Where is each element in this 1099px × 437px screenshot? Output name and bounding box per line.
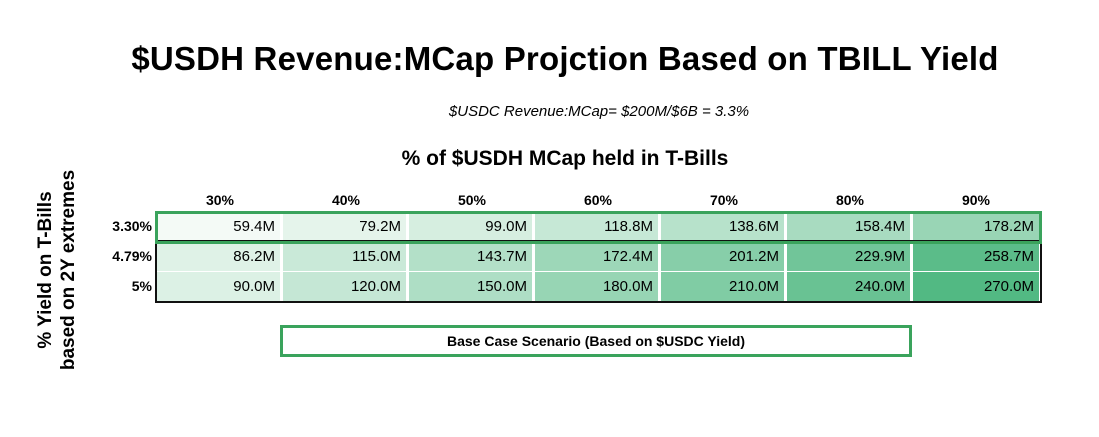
column-header: 80%	[835, 192, 865, 208]
row-label: 4.79%	[112, 248, 152, 264]
heatmap-cell: 59.4M	[157, 212, 283, 241]
chart-title: $USDH Revenue:MCap Projction Based on TB…	[131, 40, 999, 77]
heatmap-cell: 86.2M	[157, 242, 283, 271]
y-axis-title-line-2: based on 2Y extremes	[58, 169, 79, 371]
heatmap-cell: 118.8M	[535, 212, 661, 241]
base-case-legend: Base Case Scenario (Based on $USDC Yield…	[280, 325, 912, 357]
heatmap-grid: 59.4M 79.2M 99.0M 118.8M 138.6M 158.4M 178.2M 8…	[157, 212, 1039, 301]
heatmap-cell: 120.0M	[283, 272, 409, 301]
heatmap-cell: 158.4M	[787, 212, 913, 241]
y-axis-title: % Yield on T-Bills based on 2Y extremes	[34, 140, 94, 400]
heatmap-cell: 258.7M	[913, 242, 1039, 271]
heatmap-cell: 201.2M	[661, 242, 787, 271]
column-header: 30%	[205, 192, 235, 208]
heatmap-cell: 150.0M	[409, 272, 535, 301]
chart-subtitle: $USDC Revenue:MCap= $200M/$6B = 3.3%	[448, 103, 750, 120]
x-axis-title: % of $USDH MCap held in T-Bills	[401, 147, 729, 170]
row-label: 5%	[131, 278, 152, 294]
y-axis-title-line-1: % Yield on T-Bills	[35, 191, 56, 349]
heatmap-cell: 178.2M	[913, 212, 1039, 241]
heatmap-cell: 143.7M	[409, 242, 535, 271]
row-label: 3.30%	[112, 218, 152, 234]
heatmap-cell: 79.2M	[283, 212, 409, 241]
heatmap-cell: 172.4M	[535, 242, 661, 271]
heatmap-cell: 240.0M	[787, 272, 913, 301]
row-labels: 3.30% 4.79% 5%	[96, 212, 154, 302]
column-header: 60%	[583, 192, 613, 208]
column-header: 40%	[331, 192, 361, 208]
heatmap-cell: 90.0M	[157, 272, 283, 301]
heatmap-cell: 115.0M	[283, 242, 409, 271]
heatmap-cell: 210.0M	[661, 272, 787, 301]
heatmap-cell: 138.6M	[661, 212, 787, 241]
column-header: 90%	[961, 192, 991, 208]
column-header: 50%	[457, 192, 487, 208]
heatmap-cell: 270.0M	[913, 272, 1039, 301]
column-headers: 30% 40% 50% 60% 70% 80% 90%	[157, 191, 1039, 211]
heatmap-cell: 180.0M	[535, 272, 661, 301]
heatmap-cell: 229.9M	[787, 242, 913, 271]
column-header: 70%	[709, 192, 739, 208]
heatmap-cell: 99.0M	[409, 212, 535, 241]
